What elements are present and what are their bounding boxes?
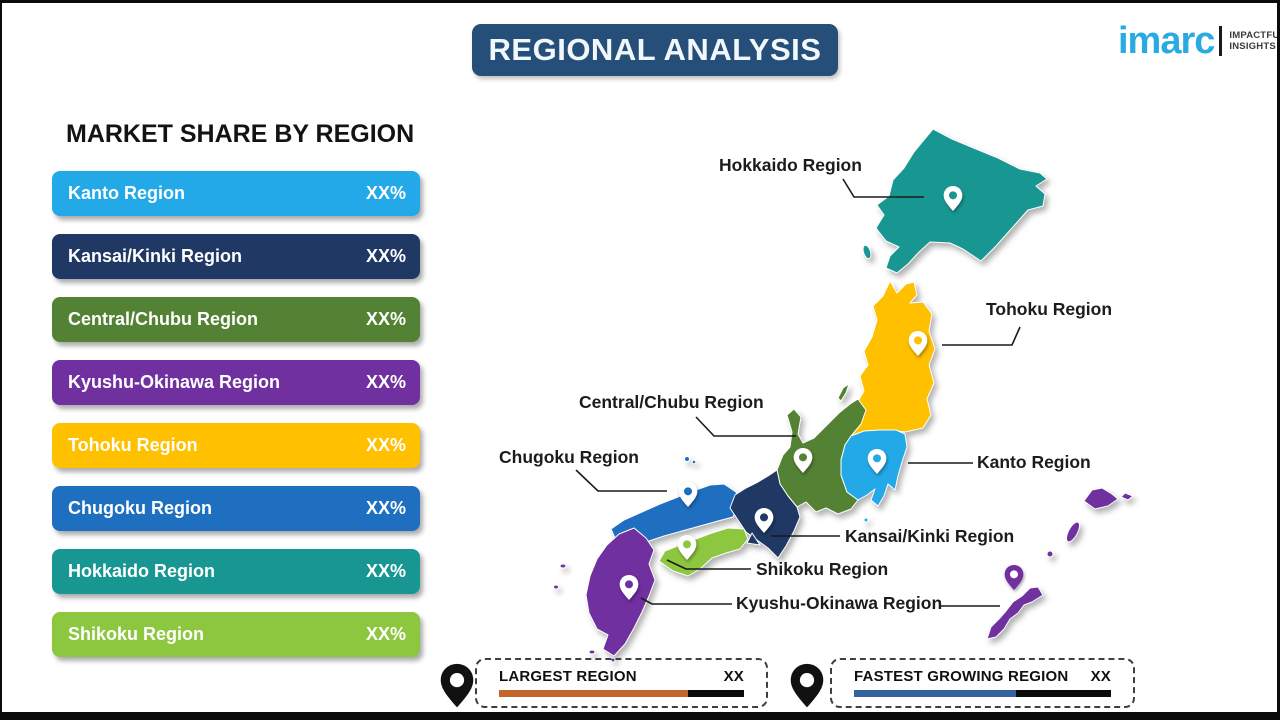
- share-bar-kansai: Kansai/Kinki Region XX%: [52, 234, 420, 279]
- largest-region-legend: LARGEST REGION XX: [475, 658, 768, 708]
- largest-region-bar-fill: [499, 690, 688, 697]
- pin-okinawa: [1004, 564, 1024, 591]
- pin-kyushu: [619, 574, 639, 601]
- share-bar-kyushu: Kyushu-Okinawa Region XX%: [52, 360, 420, 405]
- fastest-growing-value: XX: [1090, 668, 1111, 685]
- region-shikoku: [658, 527, 749, 577]
- fastest-growing-label: FASTEST GROWING REGION: [854, 668, 1069, 685]
- island-tokunoshima: [1065, 521, 1081, 543]
- share-bar-label: Shikoku Region: [68, 624, 205, 644]
- island-oki: [684, 456, 690, 462]
- page-title-box: REGIONAL ANALYSIS: [472, 24, 838, 76]
- island-sado: [837, 383, 850, 402]
- map-label-shikoku: Shikoku Region: [756, 559, 889, 579]
- pin-tohoku: [908, 330, 928, 357]
- island-okinawa-main: [986, 586, 1044, 640]
- share-bar-kanto: Kanto Region XX%: [52, 171, 420, 216]
- share-bar-chugoku: Chugoku Region XX%: [52, 486, 420, 531]
- island-goto: [553, 584, 559, 590]
- island-amami-2: [1120, 492, 1134, 501]
- leader-line-shikoku: [666, 559, 751, 570]
- logo-divider: [1219, 26, 1223, 57]
- pin-hokkaido: [943, 185, 963, 212]
- largest-region-label: LARGEST REGION: [499, 668, 637, 685]
- island-south-kyushu: [588, 649, 596, 655]
- market-share-heading: MARKET SHARE BY REGION: [66, 120, 415, 148]
- pin-kansai: [754, 507, 774, 534]
- share-bar-shikoku: Shikoku Region XX%: [52, 612, 420, 657]
- share-bar-tohoku: Tohoku Region XX%: [52, 423, 420, 468]
- island-izu: [863, 517, 869, 523]
- map-label-kansai: Kansai/Kinki Region: [845, 526, 1015, 546]
- share-bar-hokkaido: Hokkaido Region XX%: [52, 549, 420, 594]
- map-label-central-chubu: Central/Chubu Region: [579, 392, 764, 412]
- share-bar-label: Kansai/Kinki Region: [68, 246, 243, 266]
- share-bar-label: Kanto Region: [68, 183, 185, 203]
- share-bar-value: XX%: [365, 435, 406, 455]
- region-tohoku: [849, 280, 936, 437]
- share-bar-value: XX%: [365, 561, 406, 581]
- share-bar-label: Central/Chubu Region: [68, 309, 258, 329]
- share-bar-label: Hokkaido Region: [68, 561, 216, 581]
- largest-region-bar: [499, 690, 744, 697]
- island-okinoerabu: [1046, 550, 1054, 558]
- largest-region-pin-icon: [440, 663, 474, 708]
- pin-chugoku: [678, 481, 698, 508]
- logo-tagline: IMPACTFUL INSIGHTS: [1229, 29, 1280, 53]
- map-label-kyushu-okinawa: Kyushu-Okinawa Region: [736, 593, 943, 613]
- share-bar-value: XX%: [365, 309, 406, 329]
- map-label-kanto: Kanto Region: [977, 452, 1091, 472]
- pin-kanto: [867, 448, 887, 475]
- share-bar-value: XX%: [365, 246, 406, 266]
- fastest-growing-legend: FASTEST GROWING REGION XX: [830, 658, 1135, 708]
- leader-line-kyushu-left: [640, 597, 732, 605]
- imarc-logo: imarc IMPACTFUL INSIGHTS: [1118, 20, 1280, 62]
- pin-shikoku: [677, 534, 697, 561]
- leader-line-tohoku: [942, 326, 1021, 346]
- share-bar-value: XX%: [365, 624, 406, 644]
- leader-line-hokkaido: [842, 178, 924, 198]
- island-awaji: [746, 532, 761, 546]
- share-bar-value: XX%: [365, 183, 406, 203]
- leader-line-chugoku: [575, 469, 667, 492]
- page-title: REGIONAL ANALYSIS: [488, 32, 822, 67]
- region-hokkaido: [875, 128, 1048, 274]
- island-amami: [1083, 487, 1119, 510]
- island-tsushima: [559, 563, 567, 569]
- fastest-growing-bar-fill: [854, 690, 1016, 697]
- region-kyushu: [585, 527, 656, 657]
- leader-line-central-chubu: [695, 416, 796, 437]
- pin-chubu: [793, 447, 813, 474]
- largest-region-value: XX: [723, 668, 744, 685]
- fastest-growing-bar: [854, 690, 1111, 697]
- map-label-chugoku: Chugoku Region: [499, 447, 639, 467]
- island-okushiri: [862, 244, 872, 260]
- share-bar-value: XX%: [365, 498, 406, 518]
- share-bar-chubu: Central/Chubu Region XX%: [52, 297, 420, 342]
- share-bar-label: Tohoku Region: [68, 435, 198, 455]
- map-label-tohoku: Tohoku Region: [986, 299, 1113, 319]
- fastest-growing-pin-icon: [790, 663, 824, 708]
- market-share-list: Kanto Region XX% Kansai/Kinki Region XX%…: [52, 171, 420, 657]
- share-bar-label: Kyushu-Okinawa Region: [68, 372, 281, 392]
- share-bar-label: Chugoku Region: [68, 498, 212, 518]
- share-bar-value: XX%: [365, 372, 406, 392]
- imarc-logo-wordmark: imarc: [1118, 20, 1215, 62]
- island-oki-2: [691, 459, 697, 465]
- map-label-hokkaido: Hokkaido Region: [719, 155, 862, 175]
